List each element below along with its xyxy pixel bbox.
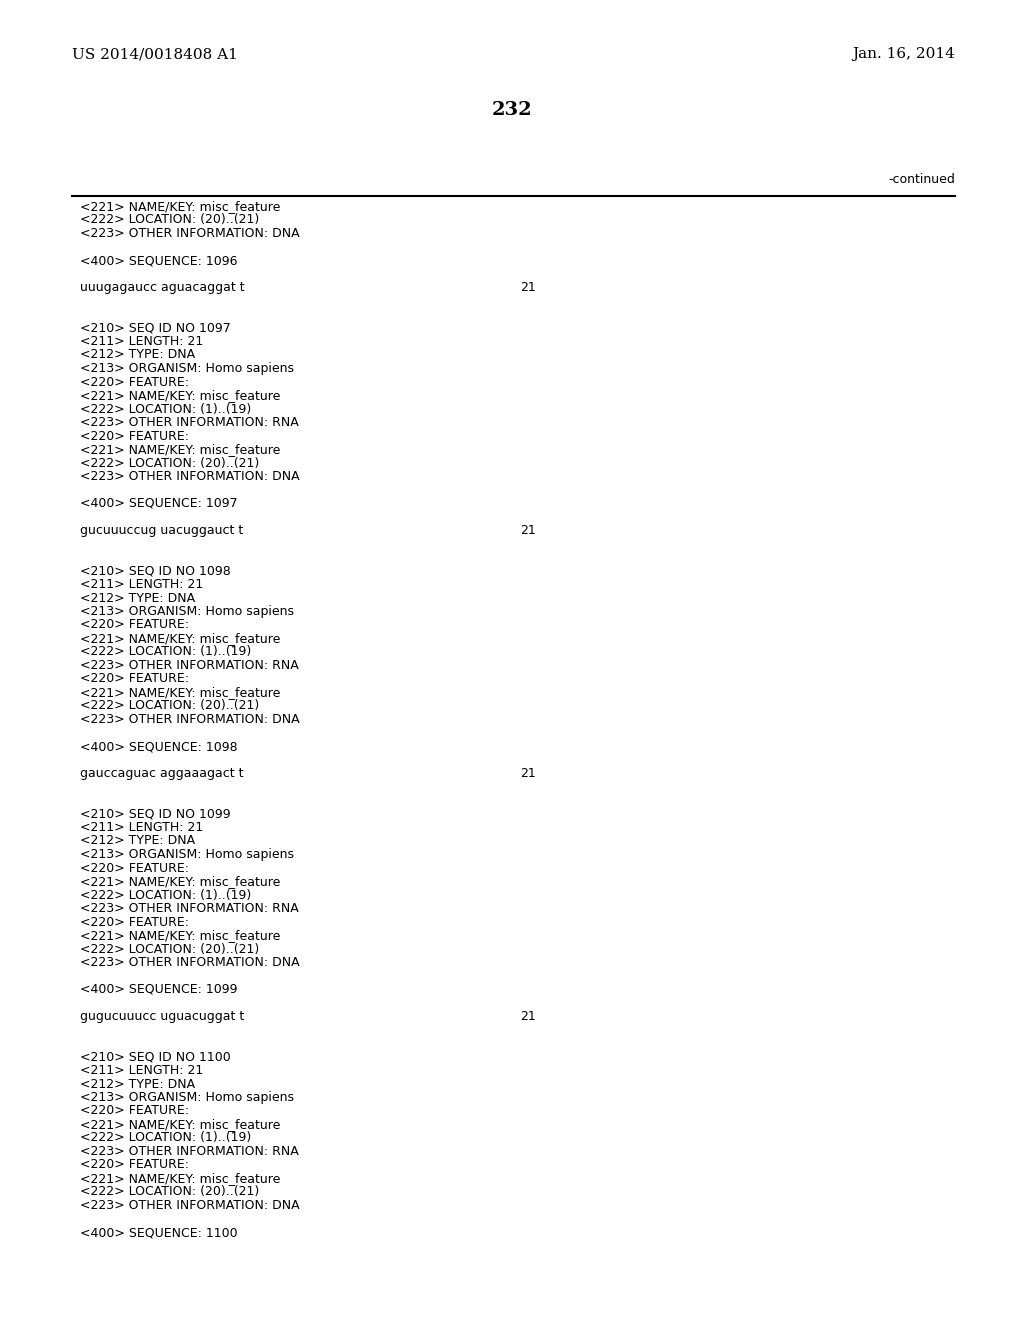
Text: <221> NAME/KEY: misc_feature: <221> NAME/KEY: misc_feature <box>80 444 281 455</box>
Text: <222> LOCATION: (1)..(19): <222> LOCATION: (1)..(19) <box>80 888 251 902</box>
Text: <221> NAME/KEY: misc_feature: <221> NAME/KEY: misc_feature <box>80 875 281 888</box>
Text: <220> FEATURE:: <220> FEATURE: <box>80 1159 189 1172</box>
Text: <400> SEQUENCE: 1099: <400> SEQUENCE: 1099 <box>80 983 238 997</box>
Text: gucuuuccug uacuggauct t: gucuuuccug uacuggauct t <box>80 524 244 537</box>
Text: <220> FEATURE:: <220> FEATURE: <box>80 862 189 874</box>
Text: gugucuuucc uguacuggat t: gugucuuucc uguacuggat t <box>80 1010 245 1023</box>
Text: <223> OTHER INFORMATION: RNA: <223> OTHER INFORMATION: RNA <box>80 1144 299 1158</box>
Text: <222> LOCATION: (1)..(19): <222> LOCATION: (1)..(19) <box>80 645 251 659</box>
Text: <223> OTHER INFORMATION: DNA: <223> OTHER INFORMATION: DNA <box>80 1199 300 1212</box>
Text: <221> NAME/KEY: misc_feature: <221> NAME/KEY: misc_feature <box>80 929 281 942</box>
Text: <222> LOCATION: (20)..(21): <222> LOCATION: (20)..(21) <box>80 457 259 470</box>
Text: 232: 232 <box>492 102 532 119</box>
Text: <210> SEQ ID NO 1097: <210> SEQ ID NO 1097 <box>80 322 230 334</box>
Text: <220> FEATURE:: <220> FEATURE: <box>80 916 189 928</box>
Text: 21: 21 <box>520 767 536 780</box>
Text: <211> LENGTH: 21: <211> LENGTH: 21 <box>80 821 203 834</box>
Text: <222> LOCATION: (20)..(21): <222> LOCATION: (20)..(21) <box>80 700 259 713</box>
Text: <211> LENGTH: 21: <211> LENGTH: 21 <box>80 578 203 591</box>
Text: <212> TYPE: DNA: <212> TYPE: DNA <box>80 591 196 605</box>
Text: <400> SEQUENCE: 1097: <400> SEQUENCE: 1097 <box>80 498 238 510</box>
Text: <223> OTHER INFORMATION: RNA: <223> OTHER INFORMATION: RNA <box>80 902 299 915</box>
Text: <210> SEQ ID NO 1100: <210> SEQ ID NO 1100 <box>80 1051 230 1064</box>
Text: <222> LOCATION: (20)..(21): <222> LOCATION: (20)..(21) <box>80 214 259 227</box>
Text: <222> LOCATION: (1)..(19): <222> LOCATION: (1)..(19) <box>80 1131 251 1144</box>
Text: <223> OTHER INFORMATION: RNA: <223> OTHER INFORMATION: RNA <box>80 659 299 672</box>
Text: <212> TYPE: DNA: <212> TYPE: DNA <box>80 348 196 362</box>
Text: <213> ORGANISM: Homo sapiens: <213> ORGANISM: Homo sapiens <box>80 1092 294 1104</box>
Text: <222> LOCATION: (20)..(21): <222> LOCATION: (20)..(21) <box>80 1185 259 1199</box>
Text: <220> FEATURE:: <220> FEATURE: <box>80 672 189 685</box>
Text: 21: 21 <box>520 1010 536 1023</box>
Text: <222> LOCATION: (20)..(21): <222> LOCATION: (20)..(21) <box>80 942 259 956</box>
Text: <220> FEATURE:: <220> FEATURE: <box>80 429 189 442</box>
Text: <213> ORGANISM: Homo sapiens: <213> ORGANISM: Homo sapiens <box>80 605 294 618</box>
Text: <223> OTHER INFORMATION: DNA: <223> OTHER INFORMATION: DNA <box>80 227 300 240</box>
Text: <221> NAME/KEY: misc_feature: <221> NAME/KEY: misc_feature <box>80 686 281 700</box>
Text: <212> TYPE: DNA: <212> TYPE: DNA <box>80 834 196 847</box>
Text: Jan. 16, 2014: Jan. 16, 2014 <box>852 48 955 61</box>
Text: <222> LOCATION: (1)..(19): <222> LOCATION: (1)..(19) <box>80 403 251 416</box>
Text: <221> NAME/KEY: misc_feature: <221> NAME/KEY: misc_feature <box>80 201 281 213</box>
Text: gauccaguac aggaaagact t: gauccaguac aggaaagact t <box>80 767 244 780</box>
Text: 21: 21 <box>520 281 536 294</box>
Text: <220> FEATURE:: <220> FEATURE: <box>80 619 189 631</box>
Text: <223> OTHER INFORMATION: DNA: <223> OTHER INFORMATION: DNA <box>80 956 300 969</box>
Text: <223> OTHER INFORMATION: DNA: <223> OTHER INFORMATION: DNA <box>80 713 300 726</box>
Text: -continued: -continued <box>888 173 955 186</box>
Text: <400> SEQUENCE: 1098: <400> SEQUENCE: 1098 <box>80 741 238 752</box>
Text: <213> ORGANISM: Homo sapiens: <213> ORGANISM: Homo sapiens <box>80 362 294 375</box>
Text: US 2014/0018408 A1: US 2014/0018408 A1 <box>72 48 238 61</box>
Text: <223> OTHER INFORMATION: DNA: <223> OTHER INFORMATION: DNA <box>80 470 300 483</box>
Text: <220> FEATURE:: <220> FEATURE: <box>80 1105 189 1118</box>
Text: <212> TYPE: DNA: <212> TYPE: DNA <box>80 1077 196 1090</box>
Text: <213> ORGANISM: Homo sapiens: <213> ORGANISM: Homo sapiens <box>80 847 294 861</box>
Text: <223> OTHER INFORMATION: RNA: <223> OTHER INFORMATION: RNA <box>80 416 299 429</box>
Text: <221> NAME/KEY: misc_feature: <221> NAME/KEY: misc_feature <box>80 389 281 403</box>
Text: <221> NAME/KEY: misc_feature: <221> NAME/KEY: misc_feature <box>80 1172 281 1185</box>
Text: <221> NAME/KEY: misc_feature: <221> NAME/KEY: misc_feature <box>80 632 281 645</box>
Text: <400> SEQUENCE: 1096: <400> SEQUENCE: 1096 <box>80 253 238 267</box>
Text: <211> LENGTH: 21: <211> LENGTH: 21 <box>80 335 203 348</box>
Text: <210> SEQ ID NO 1098: <210> SEQ ID NO 1098 <box>80 565 230 578</box>
Text: <400> SEQUENCE: 1100: <400> SEQUENCE: 1100 <box>80 1226 238 1239</box>
Text: <210> SEQ ID NO 1099: <210> SEQ ID NO 1099 <box>80 808 230 821</box>
Text: <211> LENGTH: 21: <211> LENGTH: 21 <box>80 1064 203 1077</box>
Text: <221> NAME/KEY: misc_feature: <221> NAME/KEY: misc_feature <box>80 1118 281 1131</box>
Text: 21: 21 <box>520 524 536 537</box>
Text: <220> FEATURE:: <220> FEATURE: <box>80 375 189 388</box>
Text: uuugagaucc aguacaggat t: uuugagaucc aguacaggat t <box>80 281 245 294</box>
